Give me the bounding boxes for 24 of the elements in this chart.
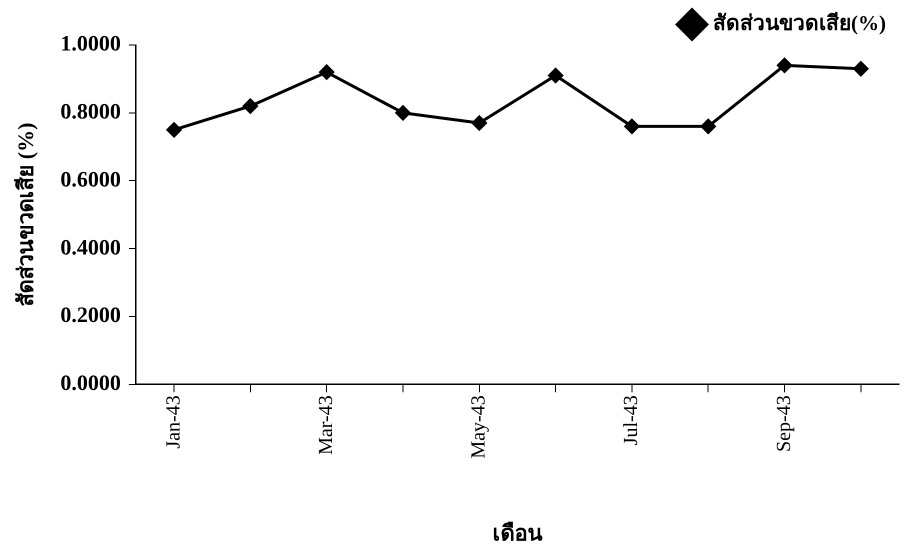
x-tick-label: Jan-43 — [162, 395, 184, 449]
y-tick-label: 0.8000 — [60, 98, 121, 124]
y-tick-label: 0.0000 — [60, 370, 121, 395]
y-axis-title: สัดส่วนขวดเสีย (%) — [12, 122, 38, 307]
y-tick-label: 0.6000 — [60, 166, 121, 192]
x-axis-title: เดือน — [492, 520, 542, 546]
point — [472, 116, 487, 131]
y-tick-label: 0.4000 — [60, 234, 121, 260]
point — [319, 64, 334, 80]
x-tick-label: May-43 — [468, 395, 490, 459]
x-tick-label: Sep-43 — [772, 395, 795, 452]
point — [624, 118, 640, 134]
point — [395, 105, 410, 120]
point — [700, 118, 716, 134]
y-tick-label: 1.0000 — [60, 30, 121, 56]
point — [166, 122, 182, 138]
point — [777, 58, 792, 73]
point — [853, 61, 868, 76]
y-tick-label: 0.2000 — [60, 302, 121, 328]
point — [548, 68, 564, 84]
x-tick-label: Jul-43 — [620, 395, 642, 446]
x-tick-label: Mar-43 — [314, 395, 337, 455]
point — [242, 98, 258, 114]
legend-label: สัดส่วนขวดเสีย(%) — [713, 10, 886, 35]
